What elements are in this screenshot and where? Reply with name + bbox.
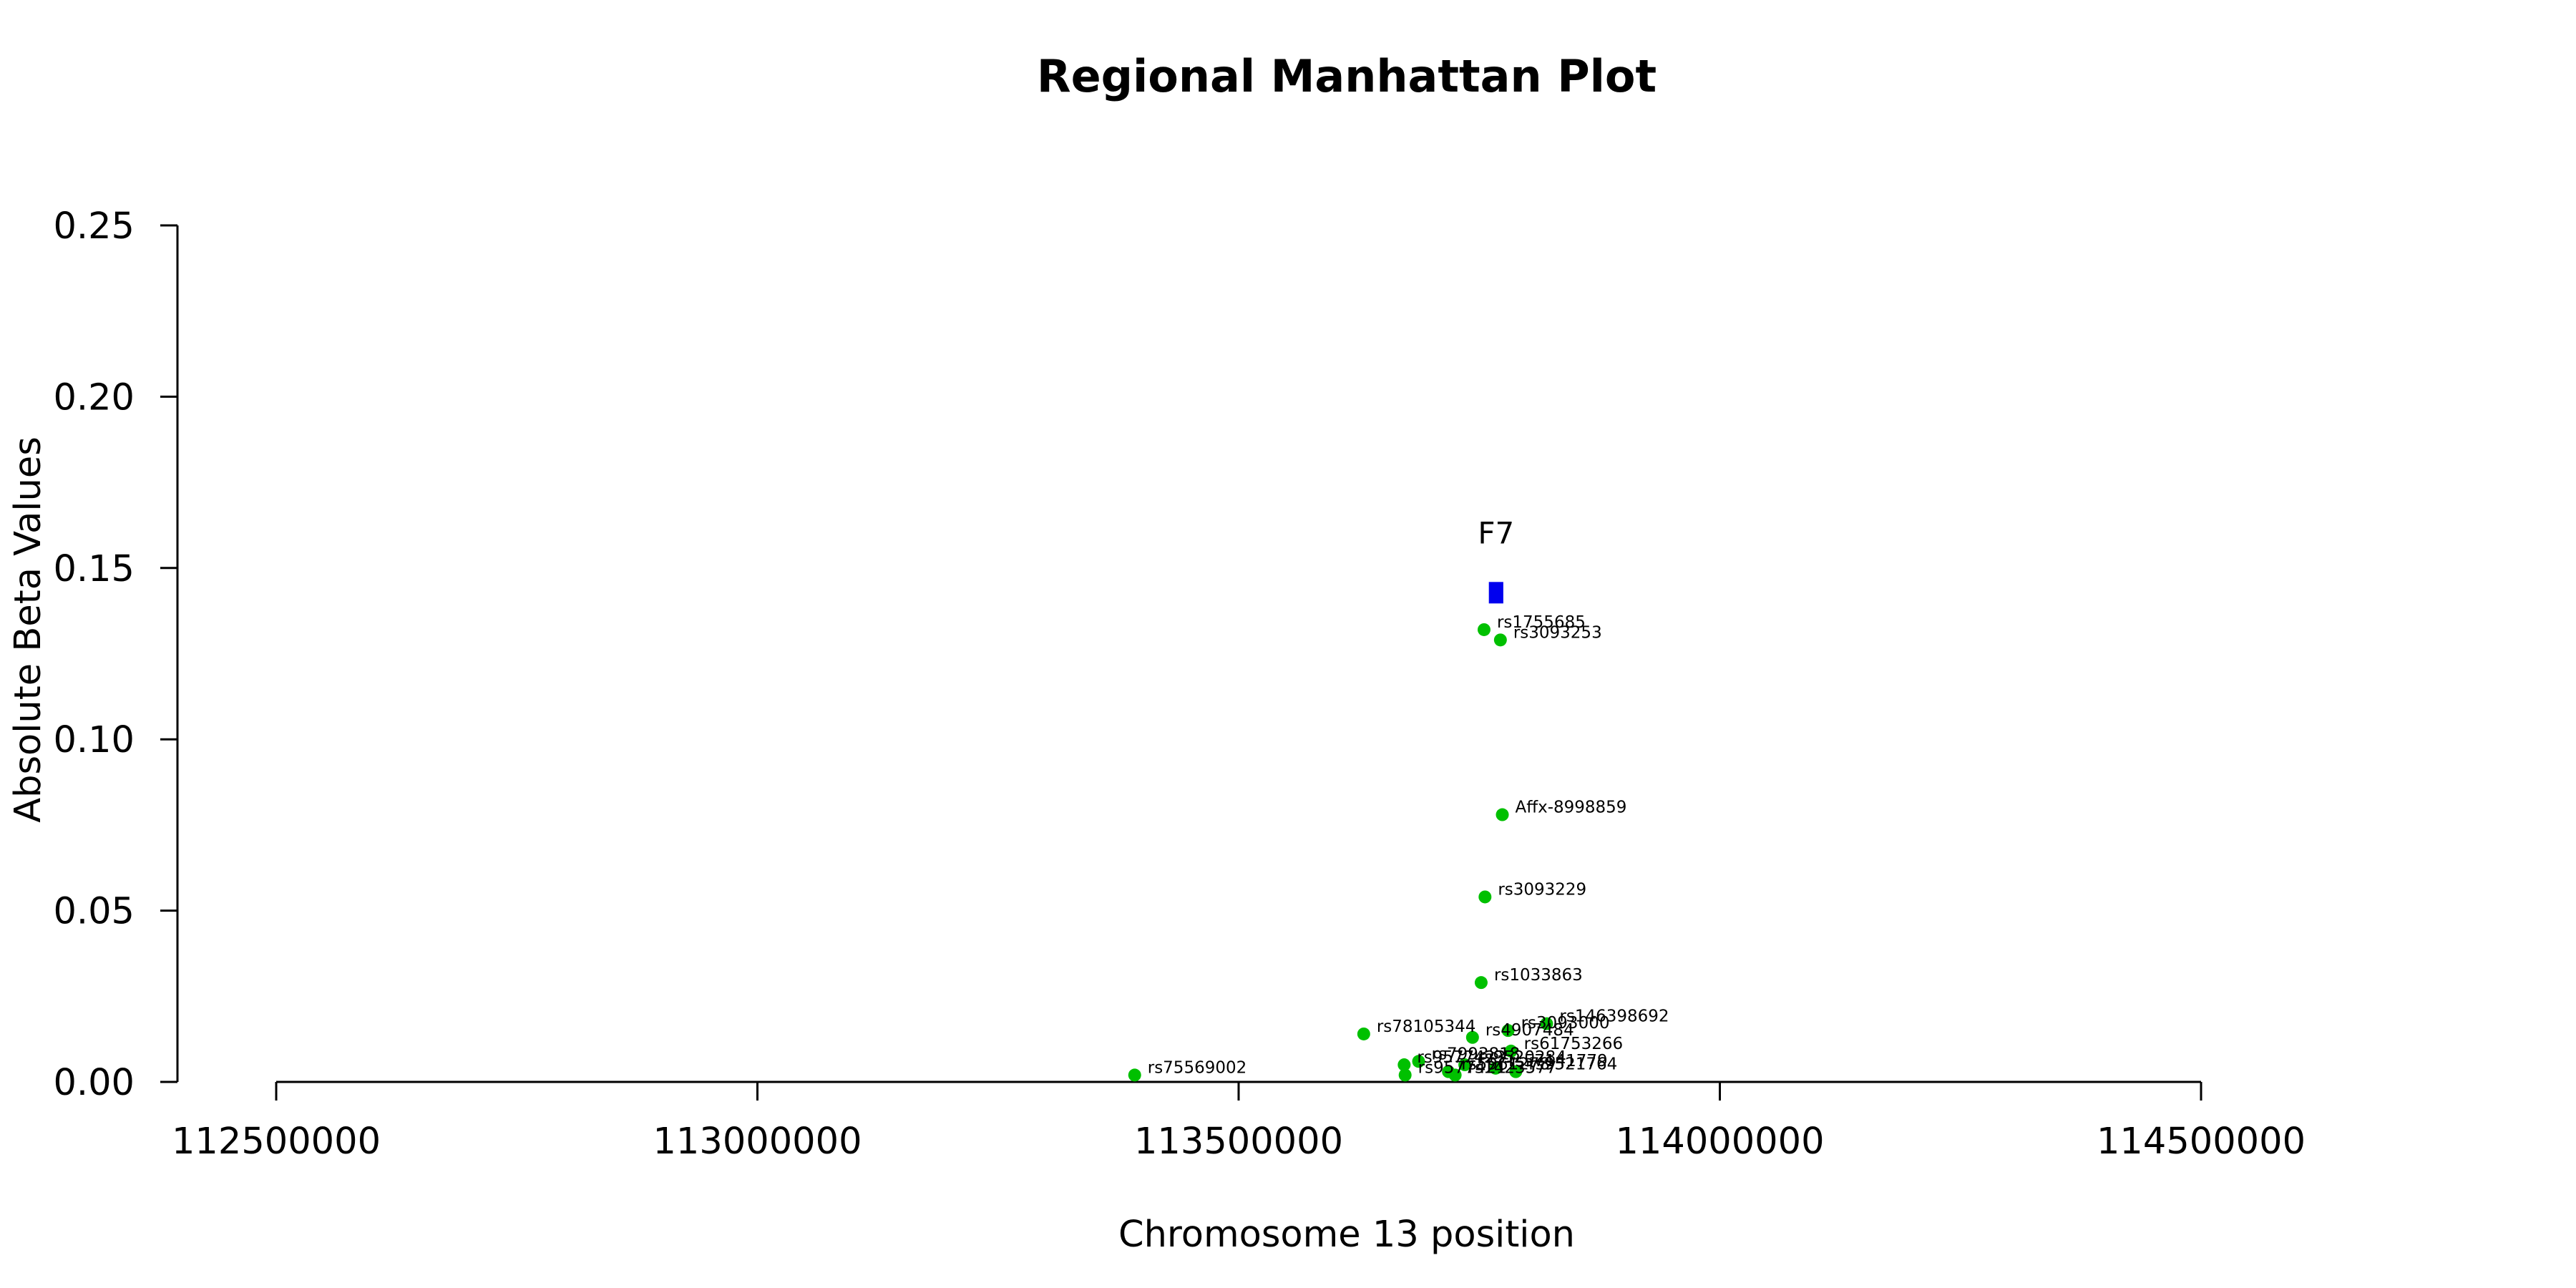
snp-point xyxy=(1489,1061,1503,1075)
y-tick-label: 0.10 xyxy=(53,719,135,761)
x-tick-label: 113500000 xyxy=(1134,1121,1343,1163)
snp-point xyxy=(1474,976,1488,990)
snp-label: rs4907484 xyxy=(1485,1021,1574,1040)
y-tick-label: 0.25 xyxy=(53,205,135,248)
x-tick-label: 113000000 xyxy=(653,1121,862,1163)
snp-label: rs61753266 xyxy=(1524,1035,1624,1053)
x-tick-label: 114000000 xyxy=(1615,1121,1824,1163)
snp-point xyxy=(1509,1065,1523,1078)
snp-label: rs5961278 xyxy=(1461,1055,1550,1074)
x-axis-ticks: 112500000 113000000 113500000 114000000 1145… xyxy=(172,1082,2306,1163)
x-axis-label: Chromosome 13 position xyxy=(1118,1214,1575,1256)
snp-point xyxy=(1465,1030,1479,1044)
gene-annotation: F7 xyxy=(1478,515,1514,604)
y-tick-label: 0.20 xyxy=(53,376,135,419)
snp-points xyxy=(1128,623,1553,1082)
snp-label: rs7993818 xyxy=(1432,1045,1521,1063)
snp-point xyxy=(1504,1044,1518,1058)
snp-label: rs9577421 xyxy=(1418,1058,1507,1077)
snp-point xyxy=(1496,808,1509,821)
x-tick-label: 112500000 xyxy=(172,1121,381,1163)
snp-point xyxy=(1412,1055,1425,1068)
snp-point xyxy=(1357,1027,1370,1040)
snp-label: rs146398692 xyxy=(1559,1008,1669,1026)
snp-point xyxy=(1493,633,1507,647)
snp-label: rs3093229 xyxy=(1498,880,1586,899)
snp-label: rs3093253 xyxy=(1513,623,1602,642)
snp-label: rs9521764 xyxy=(1528,1055,1617,1074)
snp-label: Affx-8998859 xyxy=(1516,799,1627,817)
snp-point xyxy=(1397,1058,1411,1072)
snp-label: rs1033863 xyxy=(1494,966,1583,985)
snp-point xyxy=(1477,623,1491,636)
y-axis-ticks: 0.00 0.05 0.10 0.15 0.20 0.25 xyxy=(53,205,177,1104)
snp-point xyxy=(1478,890,1492,904)
snp-label: rs1755685 xyxy=(1497,613,1586,632)
snp-point xyxy=(1398,1068,1412,1082)
snp-point xyxy=(1540,1017,1553,1030)
y-tick-label: 0.05 xyxy=(53,891,135,933)
snp-label: rs78105344 xyxy=(1377,1018,1476,1036)
snp-label: rs1423577 xyxy=(1468,1058,1557,1077)
x-tick-label: 114500000 xyxy=(2097,1121,2306,1163)
snp-label: rs57141779 xyxy=(1508,1052,1608,1070)
snp-label: rs9520284 xyxy=(1478,1048,1566,1067)
snp-point xyxy=(1448,1068,1462,1082)
snp-point xyxy=(1128,1068,1141,1082)
snp-label: rs9577423 xyxy=(1417,1048,1506,1067)
y-tick-label: 0.15 xyxy=(53,548,135,590)
snp-label: rs3093000 xyxy=(1521,1014,1610,1033)
y-tick-label: 0.00 xyxy=(53,1062,135,1104)
y-axis-label: Absolute Beta Values xyxy=(7,436,49,823)
gene-label: F7 xyxy=(1478,515,1514,550)
snp-label: rs75569002 xyxy=(1148,1058,1247,1077)
snp-point xyxy=(1458,1058,1472,1072)
snp-point xyxy=(1501,1024,1515,1038)
chart-title: Regional Manhattan Plot xyxy=(1037,50,1657,102)
gene-bar xyxy=(1488,582,1503,604)
